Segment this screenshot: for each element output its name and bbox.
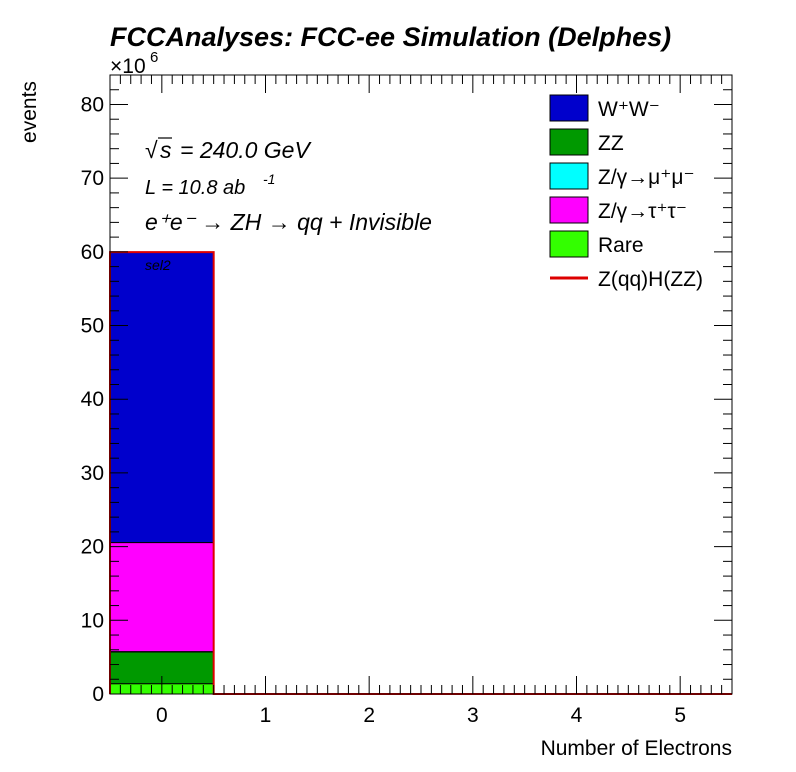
luminosity-exponent: -1 xyxy=(263,171,275,187)
y-tick-label: 10 xyxy=(81,609,104,632)
x-tick-label: 4 xyxy=(571,704,583,727)
legend-label: W⁺W⁻ xyxy=(598,98,660,121)
bar-4-bin-0 xyxy=(109,251,215,544)
y-tick-label: 60 xyxy=(81,241,104,264)
y-tick-label: 0 xyxy=(92,683,104,706)
process-annotation: e⁺e⁻ → ZH → qq + Invisible xyxy=(145,209,432,235)
y-tick-label: 50 xyxy=(81,315,104,338)
legend-label: Z/γ→τ⁺τ⁻ xyxy=(598,200,687,223)
legend-swatch xyxy=(549,230,589,258)
selection-label: sel2 xyxy=(145,257,171,273)
annotations: √ s = 240.0 GeV L = 10.8 ab -1 e⁺e⁻ → ZH… xyxy=(145,137,432,273)
legend: W⁺W⁻ ZZ Z/γ→μ⁺μ⁻ Z/γ→τ⁺τ⁻ Rare Z(qq)H(ZZ) xyxy=(549,94,703,291)
x-axis-ticks: 0 1 2 3 4 5 xyxy=(109,75,733,727)
x-axis-label: Number of Electrons xyxy=(541,737,732,760)
y-tick-label: 20 xyxy=(81,536,104,559)
bar-3-bin-0 xyxy=(109,542,215,653)
sqrt-s-annotation: √ s = 240.0 GeV xyxy=(145,137,312,163)
y-axis-ticks: 0 10 20 30 40 50 60 70 80 xyxy=(81,74,732,706)
y-tick-label: 30 xyxy=(81,462,104,485)
x-tick-label: 2 xyxy=(363,704,375,727)
legend-label: ZZ xyxy=(598,132,624,155)
legend-swatch xyxy=(549,128,589,156)
legend-label: Z/γ→μ⁺μ⁻ xyxy=(598,166,695,189)
y-axis-label: events xyxy=(18,81,41,143)
legend-swatch xyxy=(549,94,589,122)
y-multiplier-base: ×10 xyxy=(110,55,146,78)
luminosity-text: L = 10.8 ab xyxy=(145,177,245,199)
legend-label: Z(qq)H(ZZ) xyxy=(598,268,703,291)
chart-title: FCCAnalyses: FCC-ee Simulation (Delphes) xyxy=(110,22,671,52)
y-multiplier-exponent: 6 xyxy=(150,49,158,66)
y-multiplier: ×10 6 xyxy=(110,49,158,78)
y-tick-label: 80 xyxy=(81,93,104,116)
sqrt-s-symbol: s xyxy=(160,137,172,163)
x-tick-label: 3 xyxy=(467,704,479,727)
y-tick-label: 70 xyxy=(81,167,104,190)
legend-label: Rare xyxy=(598,234,644,257)
sqrt-s-value: = 240.0 GeV xyxy=(180,137,312,163)
legend-swatch xyxy=(549,196,589,224)
x-tick-label: 5 xyxy=(674,704,686,727)
x-tick-label: 0 xyxy=(156,704,168,727)
legend-swatch xyxy=(549,162,589,190)
sqrt-symbol: √ xyxy=(145,137,158,163)
x-tick-label: 1 xyxy=(260,704,272,727)
luminosity-annotation: L = 10.8 ab -1 xyxy=(145,171,275,199)
y-tick-label: 40 xyxy=(81,388,104,411)
